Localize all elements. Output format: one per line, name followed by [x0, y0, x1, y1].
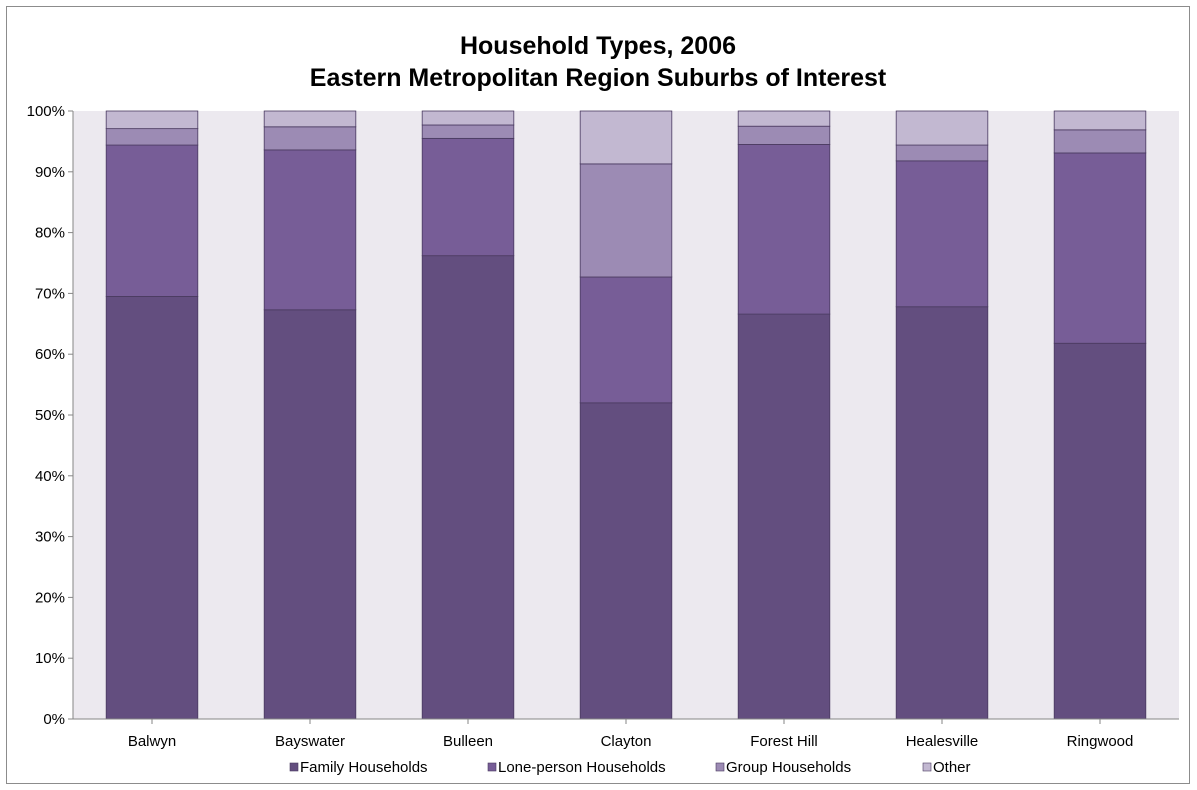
x-tick-label: Balwyn	[128, 733, 176, 750]
bar-segment-family-households	[579, 402, 673, 720]
bar-segment-other	[895, 110, 989, 146]
bar-segment-other	[105, 110, 199, 130]
legend-swatch	[289, 762, 299, 772]
y-tick-label: 100%	[27, 103, 65, 120]
y-tick-label: 90%	[35, 164, 65, 181]
bar-segment-lone-person-households	[737, 144, 831, 315]
legend-label: Lone-person Households	[498, 759, 666, 776]
chart-title: Household Types, 2006	[460, 32, 736, 60]
x-tick-label: Clayton	[601, 733, 652, 750]
bar-segment-family-households	[421, 255, 515, 720]
bar-segment-group-households	[895, 144, 989, 162]
y-tick-label: 0%	[43, 711, 65, 728]
y-tick-label: 30%	[35, 529, 65, 546]
bar-stack-clayton	[579, 110, 673, 720]
y-axis: 0% 10% 20% 30% 40% 50% 60% 70% 80% 90% 100%	[27, 103, 74, 728]
bar-segment-group-households	[737, 125, 831, 145]
bar-segment-lone-person-households	[105, 144, 199, 297]
bar-segment-group-households	[105, 128, 199, 146]
bar-segment-group-households	[263, 126, 357, 151]
bar-segment-family-households	[1053, 342, 1147, 720]
bar-stack-healesville	[895, 110, 989, 720]
x-tick-label: Ringwood	[1067, 733, 1134, 750]
bar-stack-forest-hill	[737, 110, 831, 720]
bar-segment-other	[579, 110, 673, 165]
bar-segment-family-households	[105, 296, 199, 720]
legend: Family Households Lone-person Households G…	[289, 759, 971, 776]
x-axis: Balwyn Bayswater Bulleen Clayton Forest Hill…	[73, 718, 1179, 750]
legend-item: Lone-person Households	[487, 759, 666, 776]
bar-segment-group-households	[421, 124, 515, 139]
bar-stack-ringwood	[1053, 110, 1147, 720]
bar-segment-lone-person-households	[895, 160, 989, 308]
x-tick-label: Healesville	[906, 733, 979, 750]
bar-segment-other	[737, 110, 831, 127]
legend-swatch	[487, 762, 497, 772]
chart-subtitle: Eastern Metropolitan Region Suburbs of I…	[310, 64, 887, 92]
y-tick-label: 50%	[35, 407, 65, 424]
bar-segment-family-households	[895, 306, 989, 720]
bar-segment-lone-person-households	[263, 149, 357, 311]
y-tick-label: 10%	[35, 650, 65, 667]
bar-segment-other	[421, 110, 515, 126]
legend-item: Family Households	[289, 759, 428, 776]
legend-label: Group Households	[726, 759, 851, 776]
bar-segment-other	[1053, 110, 1147, 131]
bar-segment-other	[263, 110, 357, 128]
bar-segment-family-households	[263, 309, 357, 720]
bar-segment-lone-person-households	[1053, 152, 1147, 344]
bar-stack-bulleen	[421, 110, 515, 720]
bar-segment-lone-person-households	[579, 276, 673, 404]
legend-swatch	[715, 762, 725, 772]
bar-segment-group-households	[1053, 129, 1147, 154]
x-tick-label: Bayswater	[275, 733, 345, 750]
legend-label: Other	[933, 759, 971, 776]
bars-group	[105, 110, 1147, 720]
bar-segment-lone-person-households	[421, 137, 515, 257]
legend-item: Other	[922, 759, 971, 776]
x-tick-label: Forest Hill	[750, 733, 818, 750]
bar-stack-bayswater	[263, 110, 357, 720]
y-tick-label: 60%	[35, 346, 65, 363]
legend-item: Group Households	[715, 759, 851, 776]
bar-segment-family-households	[737, 313, 831, 720]
y-tick-label: 70%	[35, 285, 65, 302]
legend-label: Family Households	[300, 759, 428, 776]
x-tick-label: Bulleen	[443, 733, 493, 750]
y-tick-label: 40%	[35, 468, 65, 485]
y-tick-label: 20%	[35, 589, 65, 606]
bar-segment-group-households	[579, 163, 673, 278]
bar-stack-balwyn	[105, 110, 199, 720]
legend-swatch	[922, 762, 932, 772]
y-tick-label: 80%	[35, 225, 65, 242]
